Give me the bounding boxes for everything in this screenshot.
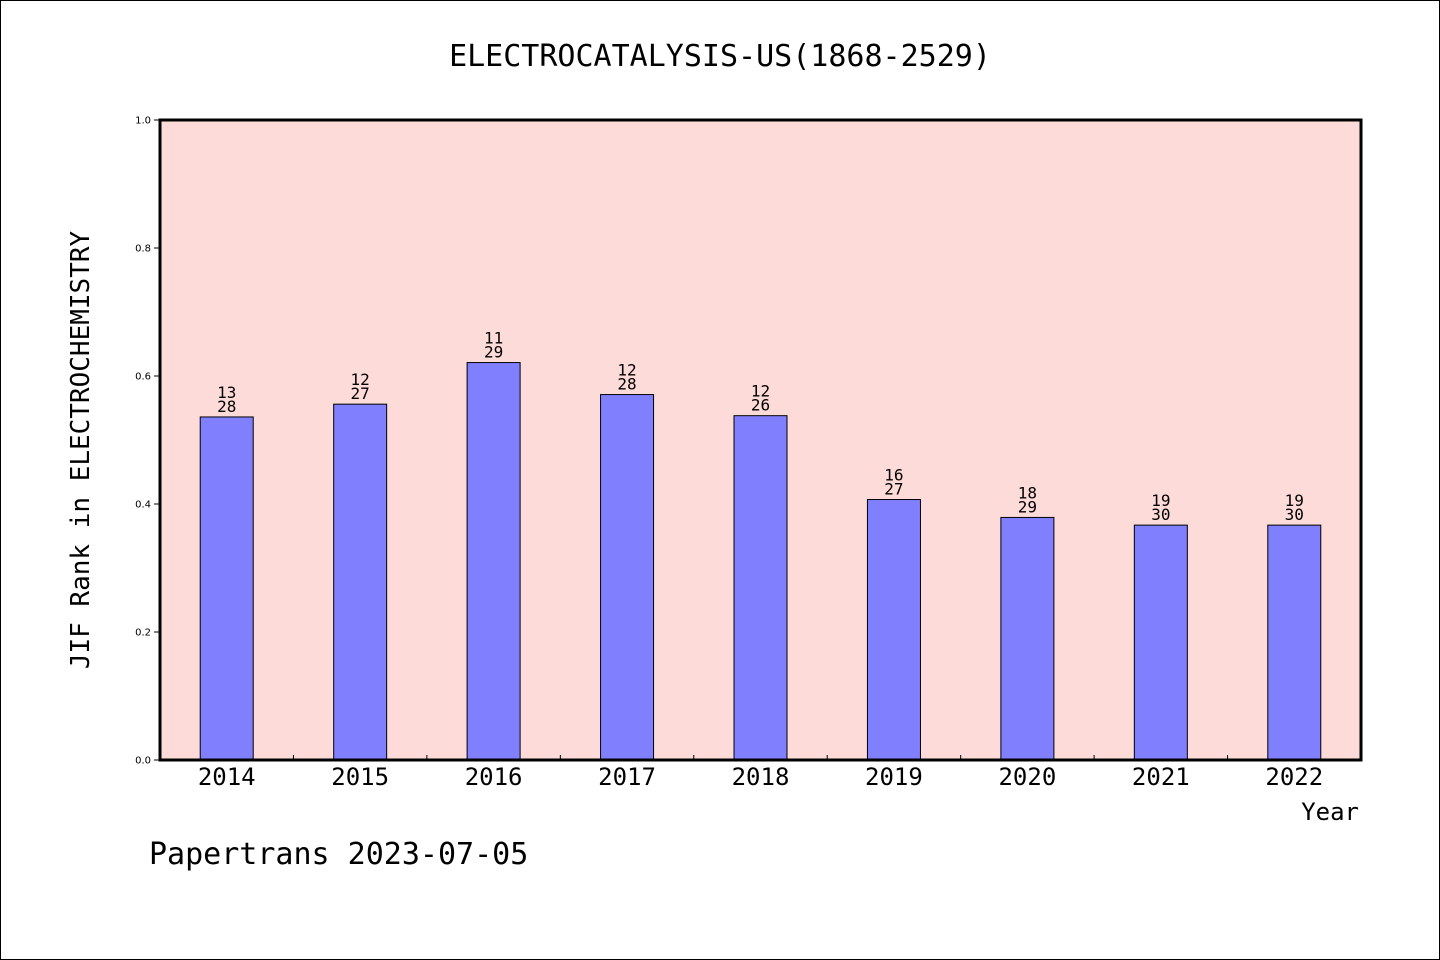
bar-2021 [1133, 524, 1188, 761]
y-tick-label-0.2: 0.2 [135, 628, 151, 639]
bar-2014 [199, 416, 254, 761]
bar-rank-label-2015: 12 [351, 370, 370, 389]
x-tick-label-2014: 2014 [198, 763, 256, 791]
chart-title: ELECTROCATALYSIS-US(1868-2529) [449, 39, 991, 74]
x-tick-label-2021: 2021 [1132, 763, 1190, 791]
x-tick-label-2015: 2015 [331, 763, 389, 791]
bar-total-label-2017: 28 [617, 375, 636, 394]
bar-rank-label-2022: 19 [1285, 491, 1304, 510]
bar-rank-label-2020: 18 [1018, 483, 1037, 502]
plot-border [158, 118, 1363, 762]
bar-total-label-2018: 26 [751, 396, 770, 415]
bar-2017 [600, 394, 655, 761]
bar-total-label-2020: 29 [1018, 497, 1037, 516]
bar-total-label-2019: 27 [884, 480, 903, 499]
bar-rank-label-2019: 16 [884, 466, 903, 485]
bar-rank-label-2016: 11 [484, 329, 503, 348]
footer-text: Papertrans 2023-07-05 [149, 837, 528, 872]
bar-rank-label-2018: 12 [751, 382, 770, 401]
bar-rank-label-2014: 13 [217, 383, 236, 402]
ticks-group: 2014 2015 2016 2017 2018 2019 2020 2021 2022 0.0 0… [135, 116, 1323, 792]
bar-2016 [466, 362, 521, 761]
bar-total-label-2014: 28 [217, 397, 236, 416]
y-axis-label: JIF Rank in ELECTROCHEMISTRY [66, 231, 96, 670]
bar-total-label-2022: 30 [1285, 505, 1304, 524]
x-tick-label-2017: 2017 [598, 763, 656, 791]
bar-2020 [1000, 516, 1055, 761]
x-tick-label-2018: 2018 [732, 763, 790, 791]
bar-total-label-2021: 30 [1151, 505, 1170, 524]
bar-2019 [866, 499, 921, 761]
x-tick-label-2020: 2020 [998, 763, 1056, 791]
x-axis-label: Year [1301, 798, 1359, 826]
bar-2015 [333, 403, 388, 761]
x-tick-label-2016: 2016 [465, 763, 523, 791]
y-tick-label-0.8: 0.8 [135, 244, 151, 255]
bar-2018 [733, 415, 788, 761]
bar-rank-label-2021: 19 [1151, 491, 1170, 510]
bar-rank-label-2017: 12 [617, 361, 636, 380]
x-tick-label-2022: 2022 [1265, 763, 1323, 791]
bar-total-label-2015: 27 [351, 384, 370, 403]
y-tick-label-1.0: 1.0 [135, 116, 151, 127]
x-tick-label-2019: 2019 [865, 763, 923, 791]
y-tick-label-0.0: 0.0 [135, 756, 151, 767]
y-tick-label-0.4: 0.4 [135, 500, 151, 511]
bar-total-label-2016: 29 [484, 343, 503, 362]
bar-2022 [1267, 524, 1322, 761]
y-tick-label-0.6: 0.6 [135, 372, 151, 383]
